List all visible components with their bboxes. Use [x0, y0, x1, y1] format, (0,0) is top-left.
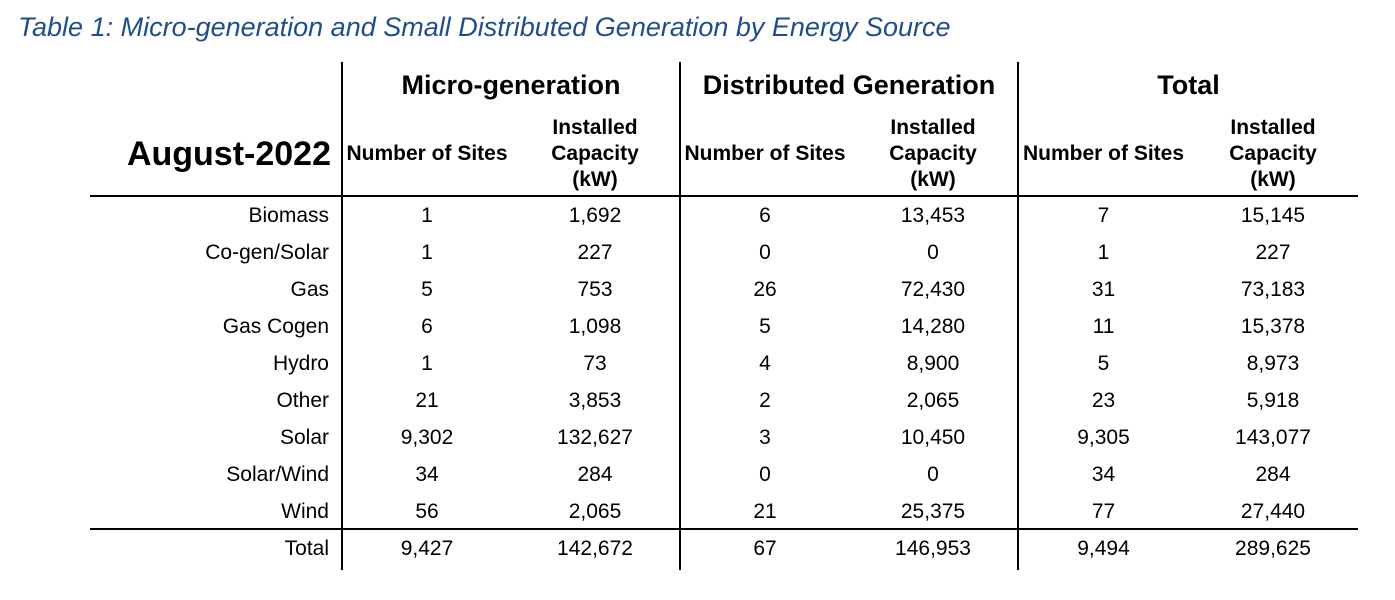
table-row: Solar 9,302 132,627 3 10,450 9,305 143,077 — [90, 419, 1358, 456]
cell-micro-sites: 34 — [415, 462, 439, 486]
row-label: Co-gen/Solar — [205, 240, 329, 264]
cell-dg-sites: 5 — [759, 314, 771, 338]
cell-total-sites: 77 — [1091, 499, 1116, 523]
cell-micro-sites: 1 — [421, 351, 433, 375]
table-row: Solar/Wind 34 284 0 0 34 284 — [90, 456, 1358, 493]
cell-total-sites: 23 — [1091, 388, 1116, 412]
sub-header-capacity: Installed Capacity (kW) — [1229, 116, 1317, 191]
cell-micro-capacity: 2,065 — [568, 499, 622, 523]
header-rule — [90, 195, 1358, 197]
cell-dg-sites: 26 — [753, 277, 777, 301]
cell-dg-capacity: 146,953 — [895, 536, 971, 560]
cell-micro-sites: 5 — [421, 277, 433, 301]
row-label: Total — [284, 536, 329, 560]
column-rule — [679, 62, 681, 570]
cell-dg-capacity: 25,375 — [900, 499, 966, 523]
cell-total-capacity: 284 — [1255, 462, 1291, 486]
cell-dg-sites: 21 — [753, 499, 777, 523]
table-caption: Table 1: Micro-generation and Small Dist… — [18, 12, 951, 42]
sub-header-sites: Number of Sites — [346, 142, 508, 165]
cell-micro-sites: 9,302 — [400, 425, 454, 449]
cell-micro-sites: 56 — [415, 499, 439, 523]
cell-dg-sites: 3 — [759, 425, 771, 449]
cell-total-capacity: 227 — [1255, 240, 1291, 264]
cell-micro-capacity: 1,692 — [568, 203, 622, 227]
cell-dg-sites: 67 — [753, 536, 777, 560]
cell-dg-capacity: 72,430 — [900, 277, 966, 301]
cell-micro-sites: 9,427 — [400, 536, 454, 560]
total-rule — [90, 528, 1358, 530]
cell-dg-capacity: 0 — [927, 240, 939, 264]
row-label: Solar/Wind — [226, 462, 329, 486]
table-row: Gas 5 753 26 72,430 31 73,183 — [90, 271, 1358, 308]
cell-total-capacity: 73,183 — [1240, 277, 1306, 301]
cell-total-sites: 1 — [1097, 240, 1110, 264]
cell-dg-sites: 0 — [759, 462, 771, 486]
table-row: Gas Cogen 6 1,098 5 14,280 11 15,378 — [90, 308, 1358, 345]
cell-total-sites: 34 — [1091, 462, 1116, 486]
cell-dg-capacity: 10,450 — [900, 425, 966, 449]
cell-total-sites: 5 — [1097, 351, 1110, 375]
cell-dg-sites: 4 — [759, 351, 771, 375]
table-row: Hydro 1 73 4 8,900 5 8,973 — [90, 345, 1358, 382]
cell-dg-capacity: 0 — [927, 462, 939, 486]
cell-micro-capacity: 142,672 — [557, 536, 633, 560]
row-label: Hydro — [272, 351, 329, 375]
row-label: Wind — [281, 499, 329, 523]
cell-total-capacity: 15,145 — [1240, 203, 1306, 227]
sub-header-sites: Number of Sites — [684, 142, 846, 165]
cell-total-capacity: 143,077 — [1235, 425, 1311, 449]
cell-micro-sites: 21 — [415, 388, 439, 412]
cell-dg-sites: 2 — [759, 388, 771, 412]
cell-micro-capacity: 132,627 — [557, 425, 633, 449]
column-rule — [1017, 62, 1019, 570]
row-label: Other — [276, 388, 329, 412]
cell-micro-capacity: 73 — [583, 351, 607, 375]
cell-dg-capacity: 8,900 — [906, 351, 960, 375]
cell-micro-capacity: 1,098 — [568, 314, 622, 338]
cell-total-sites: 31 — [1091, 277, 1116, 301]
group-header-distributed-generation: Distributed Generation — [702, 69, 996, 100]
sub-header-sites: Number of Sites — [1022, 142, 1185, 165]
row-label: Solar — [279, 425, 329, 449]
table-row: Co-gen/Solar 1 227 0 0 1 227 — [90, 234, 1358, 271]
row-label: Gas Cogen — [222, 314, 329, 338]
cell-total-capacity: 289,625 — [1235, 536, 1311, 560]
table-row: Other 21 3,853 2 2,065 23 5,918 — [90, 382, 1358, 419]
group-header-total: Total — [1157, 69, 1220, 100]
table-row: Wind 56 2,065 21 25,375 77 27,440 — [90, 493, 1358, 530]
cell-dg-sites: 6 — [759, 203, 771, 227]
cell-total-sites: 11 — [1092, 314, 1115, 338]
generation-table: Micro-generation Distributed Generation … — [90, 62, 1358, 570]
cell-total-sites: 9,305 — [1077, 425, 1130, 449]
cell-total-capacity: 15,378 — [1240, 314, 1306, 338]
table-row: Biomass 1 1,692 6 13,453 7 15,145 — [90, 197, 1358, 234]
cell-micro-sites: 1 — [421, 240, 433, 264]
cell-micro-sites: 1 — [421, 203, 433, 227]
cell-dg-capacity: 14,280 — [900, 314, 966, 338]
cell-total-capacity: 8,973 — [1246, 351, 1300, 375]
cell-total-capacity: 27,440 — [1240, 499, 1306, 523]
cell-micro-capacity: 3,853 — [568, 388, 622, 412]
cell-micro-capacity: 284 — [577, 462, 613, 486]
cell-dg-capacity: 2,065 — [906, 388, 960, 412]
row-label: Gas — [290, 277, 329, 301]
sub-header-capacity: Installed Capacity (kW) — [551, 116, 639, 191]
group-header-micro-generation: Micro-generation — [401, 69, 621, 100]
row-label: Biomass — [248, 203, 329, 227]
cell-micro-sites: 6 — [421, 314, 433, 338]
cell-micro-capacity: 227 — [577, 240, 613, 264]
total-row: Total 9,427 142,672 67 146,953 9,494 289,625 — [90, 530, 1358, 567]
sub-header-capacity: Installed Capacity (kW) — [889, 116, 977, 191]
cell-total-capacity: 5,918 — [1246, 388, 1300, 412]
stub-header-period: August-2022 — [126, 134, 331, 173]
cell-dg-capacity: 13,453 — [900, 203, 966, 227]
column-rule — [341, 62, 343, 570]
cell-total-sites: 9,494 — [1077, 536, 1130, 560]
cell-total-sites: 7 — [1097, 203, 1110, 227]
cell-micro-capacity: 753 — [577, 277, 613, 301]
cell-dg-sites: 0 — [759, 240, 771, 264]
